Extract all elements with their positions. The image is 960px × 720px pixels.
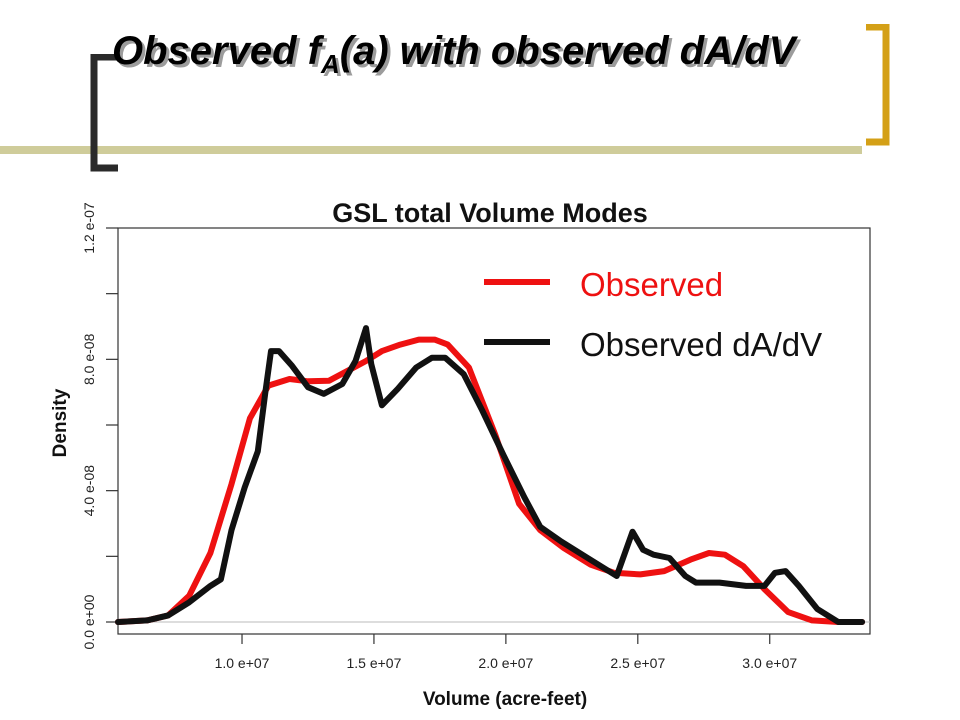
right-bracket [866,24,890,146]
legend-label-observed: Observed [580,266,723,303]
y-axis: 0.0 e+00 4.0 e-08 8.0 e-08 1.2 e-07 [81,202,118,649]
x-tick-label: 3.0 e+07 [742,655,797,671]
y-tick-label: 1.2 e-07 [81,202,97,254]
x-tick-label: 1.0 e+07 [215,655,270,671]
x-tick-label: 1.5 e+07 [346,655,401,671]
x-tick-label: 2.5 e+07 [610,655,665,671]
x-axis-label: Volume (acre-feet) [423,689,587,710]
y-tick-label: 0.0 e+00 [81,594,97,649]
x-axis: 1.0 e+07 1.5 e+07 2.0 e+07 2.5 e+07 3.0 e+07 [215,634,797,671]
title-underline-bar [0,146,862,154]
left-bracket [90,54,118,172]
slide-title: Observed fA(a) with observed dA/dV [112,29,796,79]
y-axis-label: Density [50,388,71,457]
series-layer [115,325,866,625]
chart-title: GSL total Volume Modes [332,198,648,228]
legend: Observed Observed dA/dV [484,266,822,363]
series-line-observed-dadv [115,325,866,625]
y-tick-label: 8.0 e-08 [81,333,97,385]
y-tick-label: 4.0 e-08 [81,465,97,517]
legend-label-dadv: Observed dA/dV [580,326,822,363]
plot-frame [117,227,871,635]
x-tick-label: 2.0 e+07 [478,655,533,671]
series-line-observed [115,336,866,625]
